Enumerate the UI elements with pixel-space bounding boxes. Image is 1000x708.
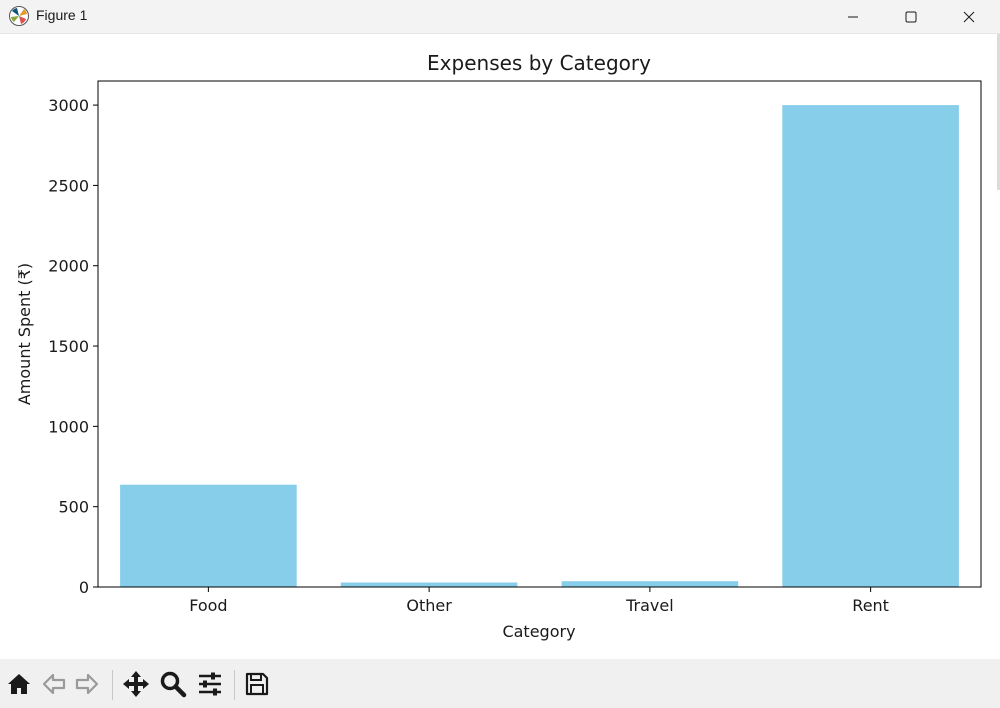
- x-axis-label: Category: [502, 622, 575, 641]
- zoom-button[interactable]: [158, 669, 188, 699]
- forward-icon: [75, 673, 99, 695]
- bar-rent: [782, 105, 959, 587]
- x-tick-label: Other: [406, 596, 452, 615]
- maximize-icon: [905, 11, 917, 22]
- bar-food: [120, 484, 297, 587]
- window-edge: [997, 34, 1000, 190]
- y-tick-label: 2000: [48, 257, 89, 276]
- bar-travel: [561, 581, 739, 587]
- y-tick-label: 1000: [48, 417, 89, 436]
- matplotlib-icon: [9, 6, 29, 26]
- y-ticks-group: 0 500 1000 1500 2000 2500 3000: [48, 96, 98, 597]
- back-button[interactable]: [39, 669, 69, 699]
- home-button[interactable]: [4, 669, 34, 699]
- toolbar-separator: [234, 670, 235, 700]
- x-tick-label: Food: [189, 596, 227, 615]
- x-ticks-group: Food Other Travel Rent: [189, 587, 889, 615]
- window-titlebar: Figure 1: [0, 0, 1000, 34]
- axes-frame: [97, 80, 982, 588]
- zoom-icon: [160, 671, 187, 698]
- y-tick-label: 0: [79, 578, 89, 597]
- y-tick-label: 500: [58, 498, 89, 517]
- y-tick-label: 1500: [48, 337, 89, 356]
- save-icon: [245, 672, 269, 696]
- navigation-toolbar: [0, 659, 1000, 708]
- y-axis-label: Amount Spent (₹): [15, 263, 34, 405]
- window-title: Figure 1: [36, 7, 88, 23]
- figure-canvas[interactable]: Expenses by Category 0 500 1000 1500 2000 250…: [0, 34, 1000, 659]
- bars-group: [120, 105, 959, 587]
- x-tick-label: Travel: [625, 596, 674, 615]
- configure-subplots-button[interactable]: [195, 669, 225, 699]
- pan-button[interactable]: [121, 669, 151, 699]
- x-tick-label: Rent: [852, 596, 889, 615]
- close-icon: [963, 11, 975, 22]
- save-button[interactable]: [242, 669, 272, 699]
- y-tick-label: 3000: [48, 96, 89, 115]
- y-tick-label: 2500: [48, 176, 89, 195]
- back-icon: [42, 673, 66, 695]
- minimize-button[interactable]: [824, 0, 882, 33]
- pan-icon: [123, 671, 149, 697]
- configure-subplots-icon: [199, 672, 221, 696]
- close-button[interactable]: [940, 0, 998, 33]
- chart-title: Expenses by Category: [427, 51, 651, 75]
- maximize-button[interactable]: [882, 0, 940, 33]
- bar-other: [340, 582, 518, 587]
- forward-button[interactable]: [72, 669, 102, 699]
- minimize-icon: [848, 16, 858, 17]
- bar-chart: Expenses by Category 0 500 1000 1500 2000 250…: [15, 51, 982, 641]
- home-icon: [8, 674, 30, 694]
- toolbar-separator: [112, 670, 113, 700]
